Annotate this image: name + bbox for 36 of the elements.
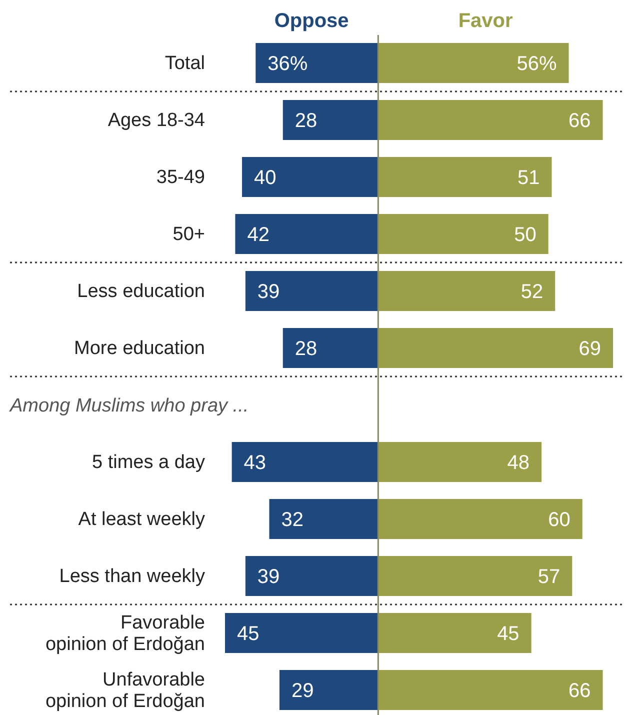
data-label: 29 [291,680,314,702]
y-tick-label: Unfavorable opinion of Erdoğan [45,669,205,712]
y-tick-label: 50+ [172,224,205,246]
y-tick-label: Favorable opinion of Erdoğan [45,612,205,656]
data-label: 39 [257,281,280,303]
data-label: 57 [538,566,560,588]
y-tick-label: More education [74,338,205,360]
chart-title: Favor [458,10,514,32]
y-tick-label: Total [164,53,205,74]
data-label: 60 [548,509,570,531]
data-label: 66 [568,110,591,132]
y-tick-label: At least weekly [78,509,206,530]
data-label: 45 [497,623,520,645]
data-label: 52 [520,281,544,303]
data-label: 28 [294,110,318,132]
data-label: 48 [507,452,530,474]
y-tick-label: 35-49 [156,167,205,188]
data-label: 51 [517,167,540,189]
data-label: 36% [268,53,308,75]
chart-title: Oppose [274,10,349,32]
data-label: 42 [247,224,270,246]
data-label: 56% [516,53,557,75]
data-label: 40 [254,167,276,189]
data-label: 39 [257,566,280,588]
y-tick-label: Ages 18-34 [108,110,206,132]
data-label: 32 [281,509,304,531]
data-label: 69 [578,338,601,360]
annotation: Among Muslims who pray ... [9,396,249,417]
y-tick-label: Less education [77,281,205,302]
data-label: 43 [244,452,266,474]
data-label: 28 [294,338,318,360]
data-label: 45 [237,623,260,645]
y-tick-label: Less than weekly [59,566,206,588]
y-tick-label: 5 times a day [92,452,206,474]
data-label: 66 [568,680,591,702]
data-label: 50 [514,224,536,246]
